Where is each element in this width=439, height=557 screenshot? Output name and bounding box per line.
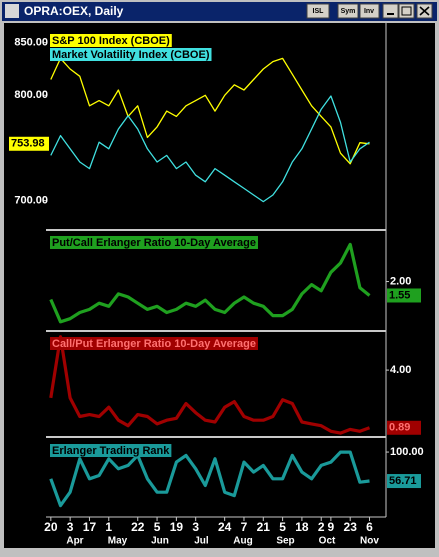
series-line — [49, 335, 371, 435]
y-tick-label: 4.00 — [390, 364, 411, 376]
last-value-box — [387, 420, 421, 435]
button-label[interactable]: ISL — [313, 8, 325, 15]
last-value-box — [387, 474, 421, 489]
legend-label: Market Volatility Index (CBOE) — [52, 49, 210, 61]
x-tick-label: 23 — [344, 520, 358, 534]
x-tick-label: 22 — [131, 520, 145, 534]
x-tick-label: 19 — [170, 520, 184, 534]
x-tick-label: 5 — [279, 520, 286, 534]
x-tick-label: 9 — [328, 520, 335, 534]
legend-box — [50, 236, 258, 249]
series-line — [49, 450, 370, 508]
x-tick-label: 3 — [67, 520, 74, 534]
legend-label: Call/Put Erlanger Ratio 10-Day Average — [52, 338, 256, 350]
legend-label: Erlanger Trading Rank — [52, 445, 170, 457]
legend-label: Put/Call Erlanger Ratio 10-Day Average — [52, 237, 256, 249]
last-value-box — [387, 288, 421, 303]
button-label[interactable]: Inv — [364, 8, 374, 15]
x-tick-label: 20 — [44, 520, 58, 534]
last-value-box — [9, 136, 49, 151]
month-label: Jul — [194, 536, 209, 547]
x-tick-label: 5 — [154, 520, 161, 534]
series-line — [50, 57, 370, 165]
y-tick-label: 850.00 — [14, 37, 48, 49]
series-line — [50, 95, 370, 203]
x-tick-label: 21 — [257, 520, 271, 534]
last-value-label: 1.55 — [389, 289, 410, 301]
window-title: OPRA:OEX, Daily — [24, 4, 124, 18]
month-label: Aug — [233, 536, 252, 547]
legend-box — [50, 444, 172, 457]
last-value-label: 0.89 — [389, 422, 410, 434]
month-label: Oct — [319, 536, 336, 547]
minimize-button[interactable] — [382, 3, 399, 19]
month-label: Sep — [276, 536, 294, 547]
month-label: May — [108, 536, 128, 547]
legend-box — [50, 337, 258, 350]
y-tick-label: 700.00 — [14, 195, 48, 207]
x-tick-label: 24 — [218, 520, 232, 534]
x-tick-label: 1 — [105, 520, 112, 534]
x-tick-label: 18 — [295, 520, 309, 534]
month-label: Jun — [151, 536, 169, 547]
isl-button[interactable] — [306, 3, 330, 19]
chart-area — [4, 23, 435, 548]
button-label[interactable]: Sym — [341, 8, 356, 15]
close-glyph — [419, 6, 430, 16]
y-tick-label: 100.00 — [390, 446, 424, 458]
x-tick-label: 6 — [366, 520, 373, 534]
series-line — [49, 242, 371, 324]
x-tick-label: 7 — [241, 520, 248, 534]
x-tick-label: 17 — [83, 520, 97, 534]
last-value-label: 753.98 — [11, 138, 45, 150]
y-tick-label: 800.00 — [14, 89, 48, 101]
legend-label: S&P 100 Index (CBOE) — [52, 35, 170, 47]
month-label: Nov — [360, 536, 379, 547]
app-icon — [5, 4, 19, 18]
x-tick-label: 2 — [318, 520, 325, 534]
last-value-label: 56.71 — [389, 475, 417, 487]
maximize-glyph — [401, 6, 412, 16]
sym-button[interactable] — [337, 3, 359, 19]
maximize-button[interactable] — [398, 3, 415, 19]
legend-box — [50, 34, 172, 47]
legend-box — [50, 48, 212, 61]
inv-button[interactable] — [359, 3, 380, 19]
x-tick-label: 3 — [192, 520, 199, 534]
y-tick-label: 2.00 — [390, 275, 411, 287]
month-label: Apr — [66, 536, 83, 547]
